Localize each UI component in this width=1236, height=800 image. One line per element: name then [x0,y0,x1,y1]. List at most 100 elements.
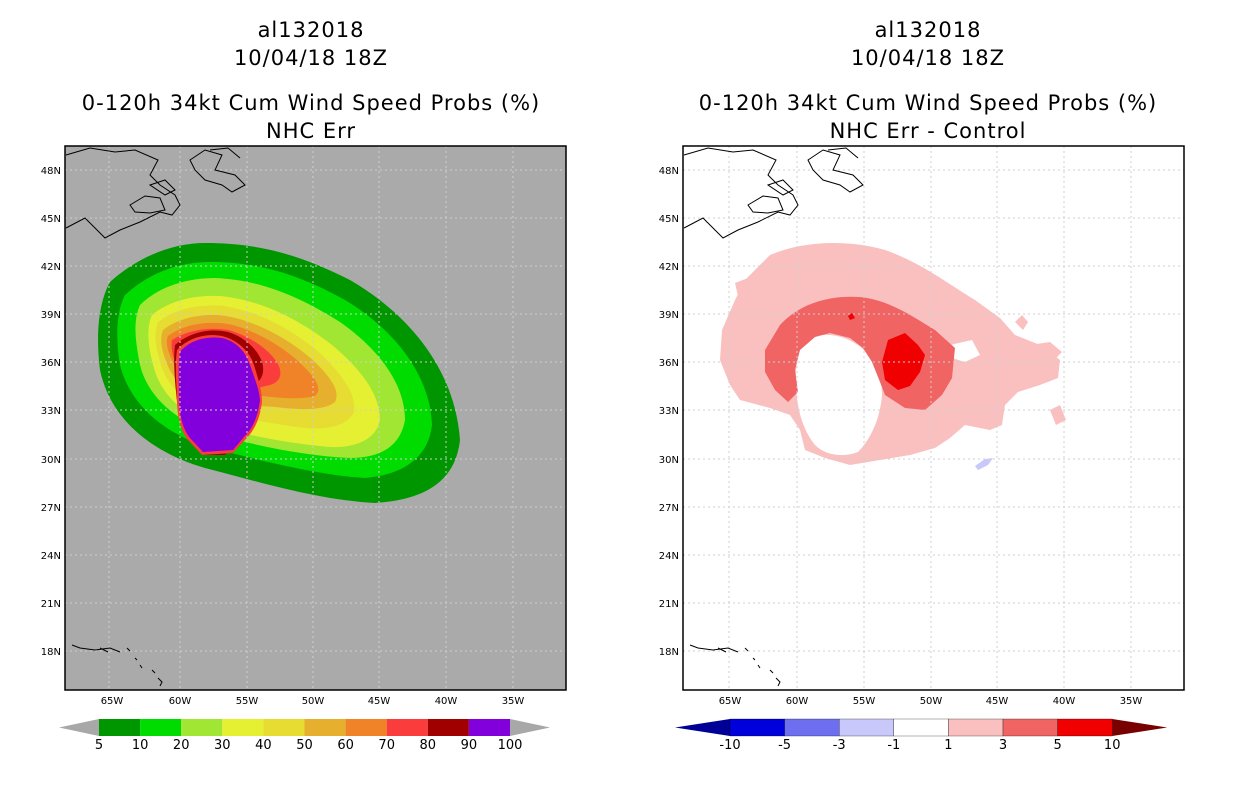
lat-label: 18N [41,647,61,658]
colorbar-swatch [181,719,223,736]
left-map: 48N 45N 42N 39N 36N 33N 30N 27N 24N 21N … [41,145,567,753]
diff-1-3-blob [1030,342,1062,362]
lon-label: 50W [920,696,943,707]
lon-label: 35W [502,696,525,707]
lat-label: 45N [41,214,61,225]
lon-label: 40W [435,696,458,707]
right-lat-labels: 48N 45N 42N 39N 36N 33N 30N 27N 24N 21N … [659,166,679,658]
lat-label: 39N [659,310,679,321]
left-storm-id: al132018 [257,18,365,42]
colorbar-swatch [1002,718,1058,737]
lat-label: 18N [659,647,679,658]
colorbar-swatch [99,719,141,736]
colorbar-label: -10 [719,738,740,753]
lat-label: 27N [659,503,679,514]
colorbar-swatch [839,718,894,737]
right-map-gridlines [683,146,1184,690]
left-product-title: 0-120h 34kt Cum Wind Speed Probs (%) [81,91,541,115]
colorbar-label: 100 [498,738,523,753]
lon-label: 55W [236,696,259,707]
colorbar-end-right [510,719,550,736]
lon-label: 55W [853,696,876,707]
lon-label: 65W [719,696,742,707]
lon-label: 50W [302,696,325,707]
colorbar-swatch [468,719,510,736]
lat-label: 30N [659,455,679,466]
colorbar-label: 3 [999,738,1007,753]
right-map: 48N 45N 42N 39N 36N 33N 30N 27N 24N 21N … [659,145,1185,753]
left-map-gridlines [65,146,566,690]
lon-label: 60W [786,696,809,707]
right-subtitle: NHC Err - Control [829,119,1027,143]
lat-label: 24N [41,551,61,562]
colorbar-swatch [263,719,305,736]
right-lon-labels: 65W 60W 55W 50W 45W 40W 35W [719,696,1143,707]
colorbar-swatch [427,719,469,736]
diff-near-zero-hole [795,334,882,456]
lat-label: 42N [41,262,61,273]
colorbar-swatch [140,719,182,736]
colorbar-swatch [729,718,785,737]
lat-label: 39N [41,310,61,321]
lon-label: 35W [1120,696,1143,707]
lat-label: 33N [659,406,679,417]
lon-label: 40W [1053,696,1076,707]
colorbar-label: 10 [1104,738,1121,753]
colorbar-label: -1 [887,738,900,753]
colorbar-end-left [59,719,99,736]
diff-1-3-blob [735,278,750,296]
colorbar-label: 40 [255,738,272,753]
colorbar-swatch [222,719,264,736]
right-datetime: 10/04/18 18Z [850,46,1006,70]
colorbar-label: 90 [461,738,478,753]
colorbar-label: -3 [833,738,846,753]
colorbar-end-low [675,719,730,736]
lon-label: 65W [101,696,124,707]
lat-label: 48N [41,166,61,177]
lat-label: 36N [659,358,679,369]
lat-label: 33N [41,406,61,417]
lat-label: 42N [659,262,679,273]
colorbar-label: 5 [95,738,103,753]
colorbar-swatch [345,719,387,736]
colorbar-label: 30 [214,738,231,753]
lat-label: 36N [41,358,61,369]
colorbar-label: -5 [778,738,791,753]
right-colorbar [675,718,1168,737]
colorbar-swatch [386,719,428,736]
lon-label: 45W [986,696,1009,707]
colorbar-swatch [1057,718,1113,737]
lat-label: 27N [41,503,61,514]
lat-label: 48N [659,166,679,177]
lat-label: 45N [659,214,679,225]
diff-near-zero-hole [950,340,980,362]
diff-neg-blob [975,458,993,470]
lat-label: 30N [41,455,61,466]
colorbar-label: 70 [378,738,395,753]
diff-1-3-blob [1015,315,1028,330]
left-colorbar [59,719,550,736]
colorbar-label: 1 [944,738,952,753]
colorbar-label: 20 [173,738,190,753]
colorbar-swatch [893,718,949,737]
right-product-title: 0-120h 34kt Cum Wind Speed Probs (%) [698,91,1158,115]
left-coastlines [65,147,246,687]
colorbar-end-high [1112,719,1168,736]
colorbar-swatch [304,719,346,736]
lat-label: 21N [41,599,61,610]
prob-100-contour [178,337,260,452]
left-colorbar-labels: 5 10 20 30 40 50 60 70 80 90 100 [95,738,523,753]
left-lat-labels: 48N 45N 42N 39N 36N 33N 30N 27N 24N 21N … [41,166,61,658]
colorbar-label: 80 [420,738,437,753]
colorbar-label: 10 [132,738,149,753]
right-storm-id: al132018 [874,18,982,42]
colorbar-label: 50 [296,738,313,753]
diff-5-10-blob [848,313,855,320]
left-lon-labels: 65W 60W 55W 50W 45W 40W 35W [101,696,525,707]
lat-label: 24N [659,551,679,562]
left-map-frame [64,145,567,691]
right-coastlines [683,147,864,687]
lat-label: 21N [659,599,679,610]
wind-probability-swath [98,243,460,503]
lon-label: 45W [368,696,391,707]
